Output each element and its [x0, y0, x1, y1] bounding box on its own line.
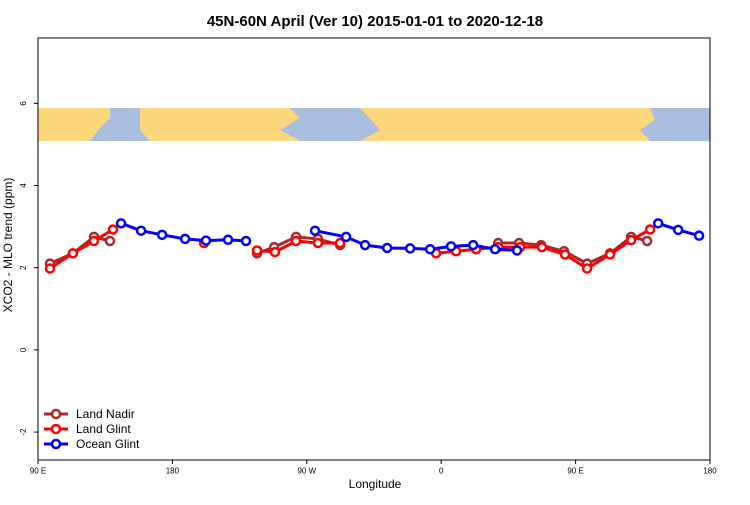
- data-point: [44, 263, 56, 274]
- data-point: [251, 245, 263, 256]
- map-land: [360, 108, 655, 141]
- y-tick-label: 4: [19, 183, 28, 188]
- legend-marker: [50, 423, 62, 435]
- chart-title: 45N-60N April (Ver 10) 2015-01-01 to 202…: [207, 13, 543, 30]
- data-point: [290, 235, 302, 247]
- plot-frame: [37, 37, 711, 461]
- data-point: [625, 234, 637, 246]
- data-point: [536, 241, 548, 253]
- y-tick-label: 6: [19, 101, 28, 106]
- x-axis-label: Longitude: [349, 477, 402, 491]
- data-point: [309, 225, 321, 236]
- data-point: [104, 235, 116, 247]
- y-tick-label: 0: [19, 347, 28, 352]
- legend-label: Land Nadir: [76, 407, 135, 421]
- x-tick-label: 90 W: [297, 467, 316, 476]
- legend-marker: [50, 438, 62, 450]
- data-point: [88, 235, 100, 247]
- data-point: [107, 224, 119, 235]
- y-axis-label: XCO2 - MLO trend (ppm): [1, 178, 15, 313]
- y-tick-label: -2: [19, 428, 28, 436]
- x-tick-label: 90 E: [567, 467, 583, 476]
- data-point: [693, 230, 705, 241]
- data-point: [240, 235, 252, 247]
- data-point: [511, 245, 523, 256]
- data-point: [115, 218, 127, 229]
- data-point: [672, 224, 684, 236]
- data-point: [200, 235, 212, 246]
- legend-marker: [50, 408, 62, 420]
- x-tick-label: 0: [439, 467, 444, 476]
- data-point: [424, 243, 436, 255]
- legend-label: Ocean Glint: [76, 437, 140, 451]
- data-point: [334, 237, 346, 249]
- data-point: [581, 263, 593, 274]
- data-point: [467, 239, 479, 251]
- data-point: [340, 231, 352, 243]
- data-point: [269, 246, 281, 258]
- data-point: [641, 235, 653, 247]
- data-point: [179, 233, 191, 245]
- data-point: [559, 249, 571, 260]
- data-point: [156, 229, 168, 241]
- map-land: [38, 108, 110, 141]
- data-point: [359, 239, 371, 251]
- data-point: [312, 237, 324, 249]
- map-land: [140, 108, 300, 141]
- data-point: [404, 243, 416, 254]
- data-point: [489, 243, 501, 255]
- data-point: [381, 242, 393, 254]
- x-tick-label: 90 E: [30, 467, 46, 476]
- map-band: [38, 108, 710, 141]
- x-tick-label: 180: [166, 467, 180, 476]
- x-tick-label: 180: [703, 467, 717, 476]
- y-tick-label: 2: [19, 265, 28, 270]
- data-point: [604, 249, 616, 260]
- data-point: [652, 218, 664, 229]
- data-point: [644, 224, 656, 235]
- data-point: [222, 234, 234, 246]
- data-point: [445, 241, 457, 252]
- legend-label: Land Glint: [76, 422, 131, 436]
- data-point: [67, 248, 79, 259]
- data-point: [135, 225, 147, 236]
